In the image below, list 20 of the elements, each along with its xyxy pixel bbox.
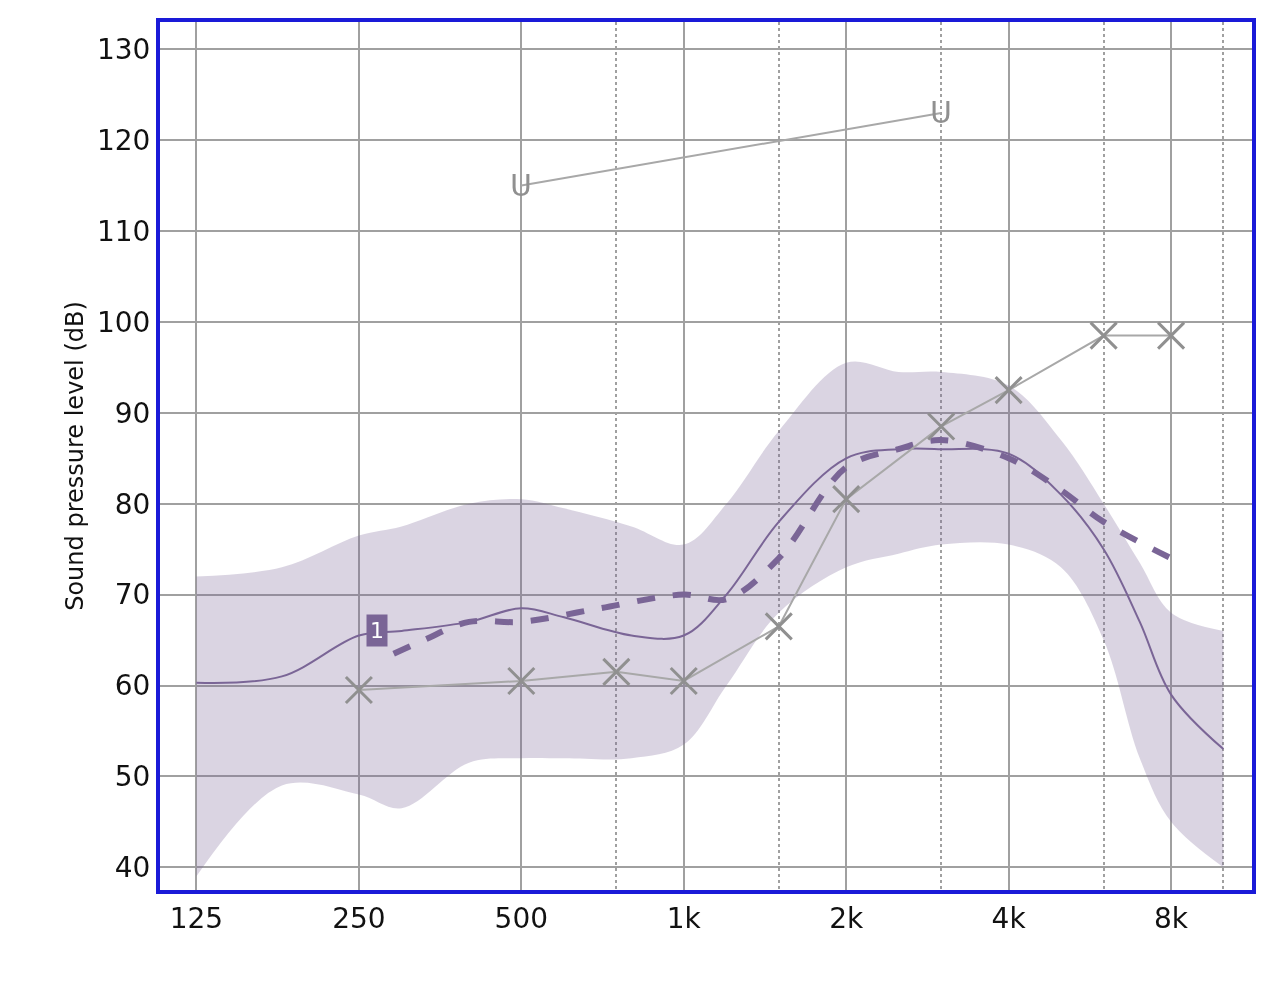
- y-tick-label: 80: [114, 487, 151, 521]
- y-tick-label: 50: [114, 760, 151, 794]
- annotation: 1: [370, 618, 384, 643]
- x-tick-label: 250: [332, 901, 386, 935]
- y-axis-title: Sound pressure level (dB): [60, 301, 89, 611]
- x-tick-label: 2k: [829, 901, 864, 935]
- x-tick-label: 8k: [1154, 901, 1189, 935]
- annotation: U: [930, 95, 952, 130]
- y-tick-label: 130: [96, 33, 151, 67]
- x-tick-label: 500: [494, 901, 549, 935]
- y-tick-label: 100: [96, 305, 151, 339]
- y-tick-label: 60: [114, 669, 151, 703]
- y-tick-label: 70: [114, 578, 151, 612]
- x-tick-label: 1k: [666, 901, 702, 935]
- y-tick-label: 90: [114, 396, 151, 430]
- y-tick-label: 40: [114, 851, 151, 885]
- y-tick-label: 120: [96, 123, 151, 157]
- x-tick-label: 125: [169, 901, 224, 935]
- y-tick-label: 110: [96, 214, 151, 248]
- x-tick-label: 4k: [991, 901, 1027, 935]
